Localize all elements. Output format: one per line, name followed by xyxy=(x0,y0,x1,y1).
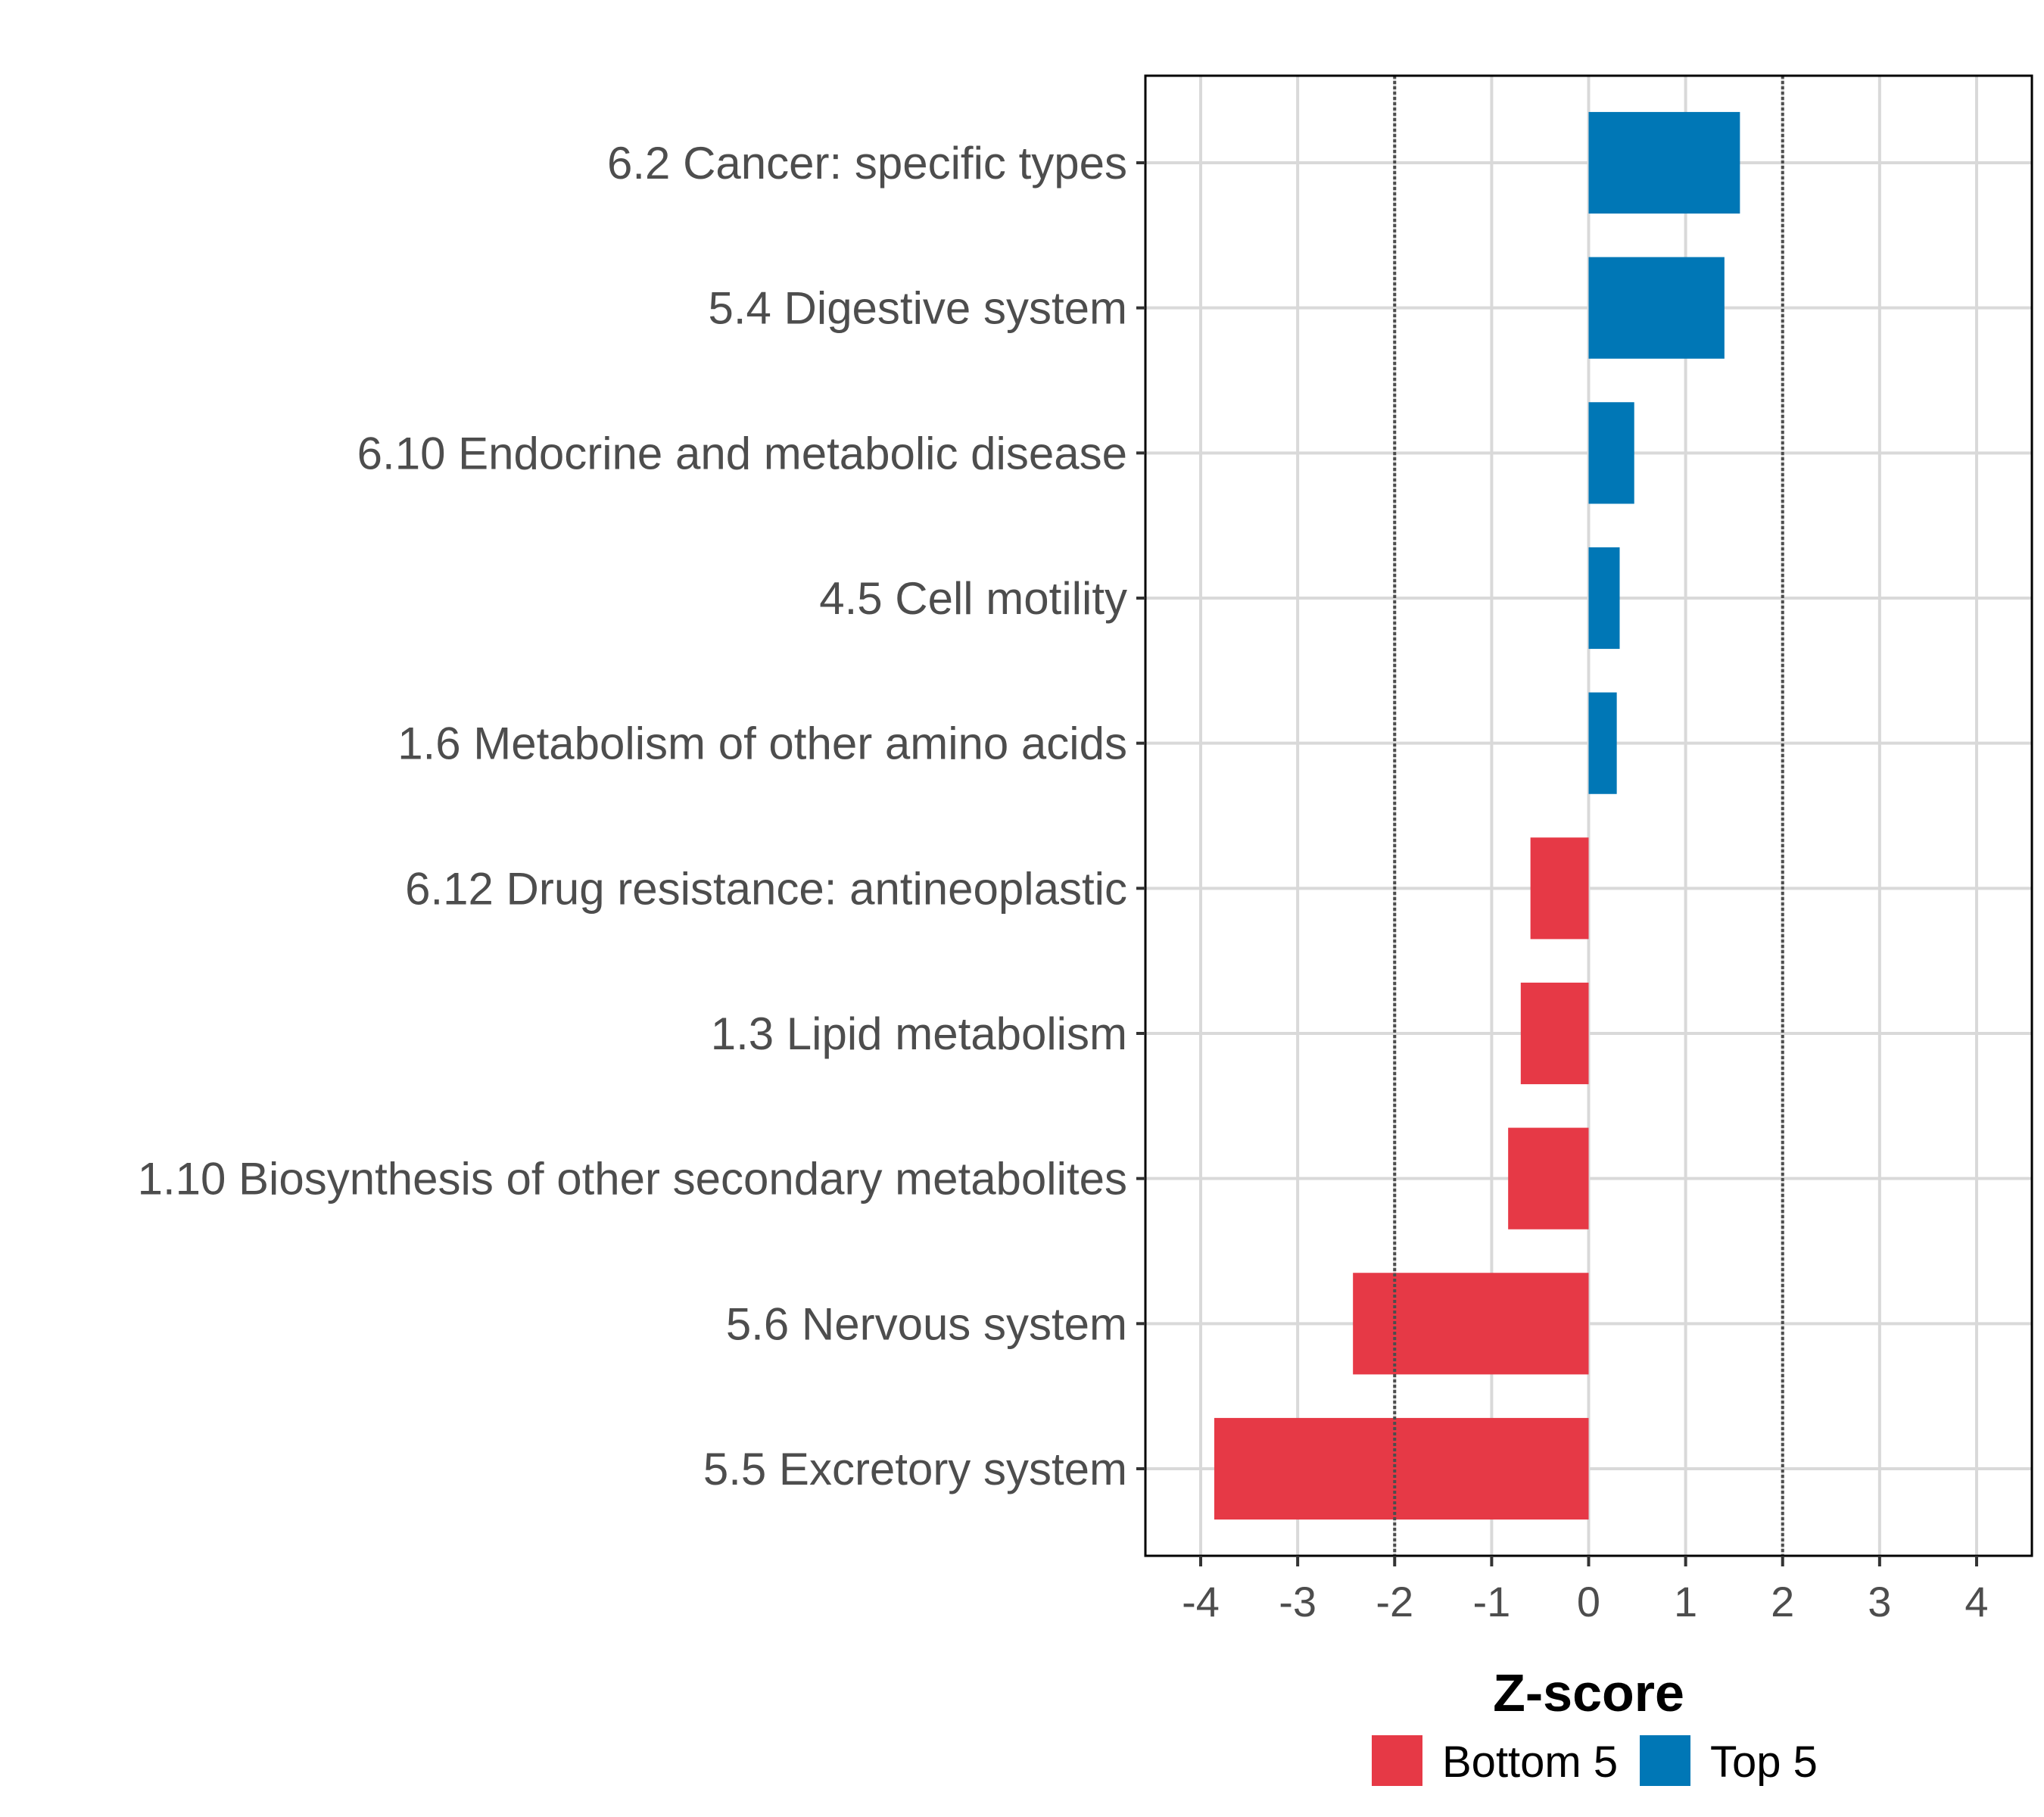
category-label: 6.2 Cancer: specific types xyxy=(607,138,1127,189)
category-label: 1.6 Metabolism of other amino acids xyxy=(397,718,1127,769)
bar-top xyxy=(1588,692,1617,794)
bar-bottom xyxy=(1530,837,1589,940)
bar-bottom xyxy=(1520,982,1589,1085)
bar-top xyxy=(1588,257,1725,359)
x-tick-label: 4 xyxy=(1965,1578,1988,1625)
bars xyxy=(1214,111,1740,1520)
category-label: 6.10 Endocrine and metabolic disease xyxy=(357,428,1127,478)
category-label: 4.5 Cell motility xyxy=(819,573,1127,624)
bar-bottom xyxy=(1508,1127,1589,1230)
x-tick-label: 3 xyxy=(1868,1578,1891,1625)
legend-label: Bottom 5 xyxy=(1442,1738,1618,1787)
category-label: 1.10 Biosynthesis of other secondary met… xyxy=(138,1154,1127,1205)
legend-swatch-bottom xyxy=(1372,1735,1422,1786)
legend-label: Top 5 xyxy=(1710,1738,1818,1787)
category-label: 6.12 Drug resistance: antineoplastic xyxy=(405,863,1127,914)
y-axis: 6.2 Cancer: specific types 5.4 Digestive … xyxy=(138,138,1145,1494)
x-tick-label: -2 xyxy=(1376,1578,1413,1625)
x-tick-label: -1 xyxy=(1472,1578,1510,1625)
category-label: 5.5 Excretory system xyxy=(703,1444,1127,1494)
x-tick-label: 0 xyxy=(1577,1578,1600,1625)
x-axis-title: Z-score xyxy=(1493,1663,1684,1722)
legend: Bottom 5 Top 5 xyxy=(1372,1735,1818,1787)
x-tick-label: -4 xyxy=(1182,1578,1220,1625)
bar-bottom xyxy=(1353,1273,1589,1375)
legend-swatch-top xyxy=(1640,1735,1690,1786)
x-axis: -4 -3 -2 -1 0 1 2 3 4 xyxy=(1182,1556,1989,1625)
x-tick-label: 2 xyxy=(1771,1578,1794,1625)
x-tick-label: -3 xyxy=(1279,1578,1316,1625)
reference-lines xyxy=(1393,76,1784,1556)
category-label: 5.4 Digestive system xyxy=(708,283,1127,334)
x-tick-label: 1 xyxy=(1674,1578,1697,1625)
bar-bottom xyxy=(1214,1417,1589,1520)
bar-top xyxy=(1588,111,1740,214)
bar-top xyxy=(1588,402,1634,504)
category-label: 5.6 Nervous system xyxy=(726,1298,1127,1349)
category-label: 1.3 Lipid metabolism xyxy=(711,1008,1127,1059)
bar-top xyxy=(1588,547,1620,650)
